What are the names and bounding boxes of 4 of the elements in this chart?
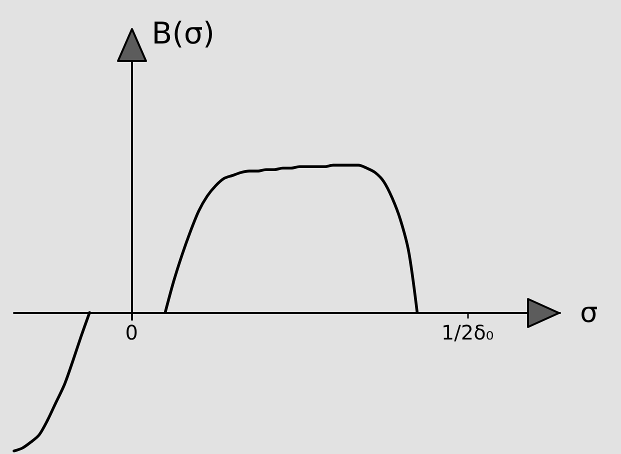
y-axis-title: B(σ): [152, 16, 215, 52]
x-tick-label: 1/2δ₀: [441, 320, 494, 345]
x-axis-title: σ: [580, 296, 598, 330]
x-tick-label: 0: [125, 320, 138, 345]
